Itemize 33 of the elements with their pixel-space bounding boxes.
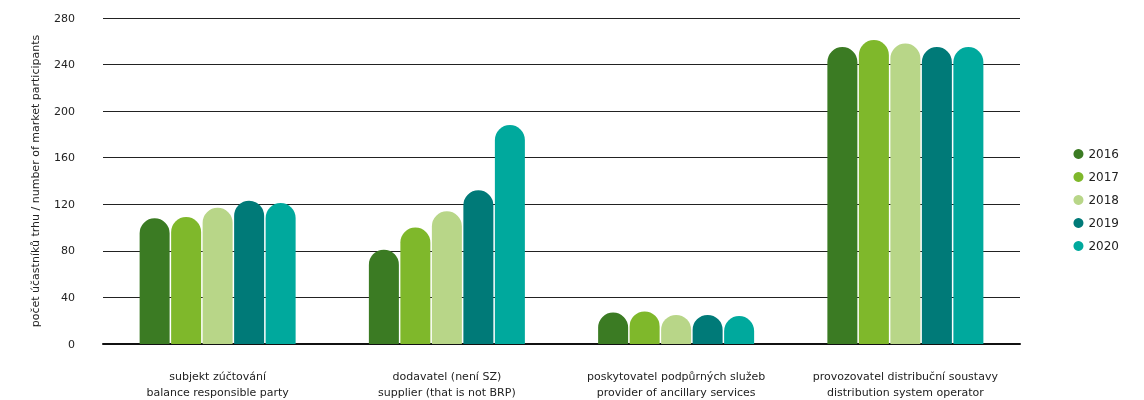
bar <box>139 218 170 344</box>
y-tick-label: 240 <box>54 58 75 72</box>
bar <box>921 47 952 344</box>
legend-label: 2016 <box>1088 147 1120 161</box>
x-tick-label: dodavatel (není SZ) supplier (that is not BRP) <box>378 369 516 399</box>
y-tick-label: 40 <box>61 290 75 304</box>
bar <box>494 125 525 344</box>
y-tick-label: 280 <box>54 11 75 25</box>
bar <box>400 227 431 344</box>
legend-label: 2020 <box>1088 239 1120 253</box>
bar <box>265 203 296 344</box>
bar <box>234 200 265 344</box>
legend-label: 2018 <box>1088 193 1120 207</box>
x-tick-label: poskytovatel podpůrných služeb provider of ancillary services <box>587 369 766 399</box>
bar <box>858 40 889 344</box>
bar <box>171 217 202 344</box>
bar <box>890 43 921 344</box>
x-tick-label: provozovatel distribuční soustavy distribution system operator <box>812 369 999 399</box>
y-tick-label: 160 <box>54 151 75 165</box>
bar <box>368 249 399 344</box>
legend-label: 2017 <box>1088 170 1120 184</box>
bar <box>431 211 462 344</box>
x-tick-label: subjekt zúčtování balance responsible party <box>146 369 290 399</box>
y-tick-label: 0 <box>68 337 75 351</box>
y-tick-label: 120 <box>54 197 75 211</box>
y-axis-title: počet účastníků trhu / number of market participants <box>29 34 42 328</box>
y-tick-label: 80 <box>61 244 75 258</box>
bar <box>953 47 984 344</box>
y-tick-label: 200 <box>54 104 75 118</box>
bar <box>827 47 858 344</box>
legend-label: 2019 <box>1088 216 1120 230</box>
bar <box>202 207 233 344</box>
bar <box>463 190 494 344</box>
